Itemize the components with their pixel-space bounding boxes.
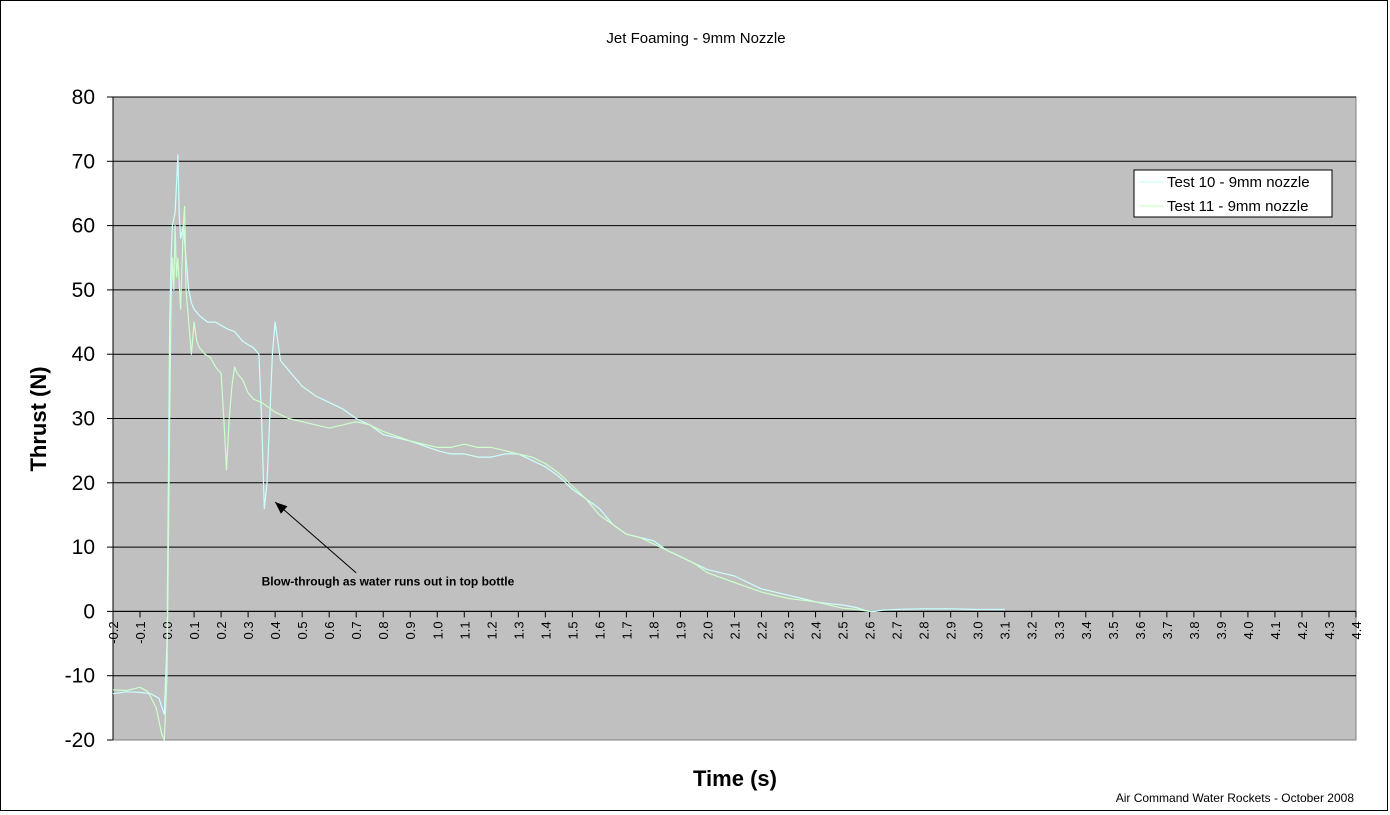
y-tick-label: 70	[72, 150, 95, 173]
legend-box	[1133, 169, 1333, 218]
x-axis-label: Time (s)	[693, 766, 777, 791]
y-tick-label: 80	[72, 86, 95, 109]
series-line-test11	[112, 205, 870, 741]
y-tick-label: -20	[65, 729, 95, 752]
y-axis: -20 -10 0 10 20 30 40 50 60 70 80	[65, 86, 114, 752]
y-tick-label: 0	[83, 600, 95, 623]
x-tick-label: 1.9	[673, 621, 688, 639]
annotation-text: Blow-through as water runs out in top bo…	[262, 575, 515, 589]
x-tick-label: 0.7	[349, 621, 364, 639]
x-tick-label: 0.4	[268, 621, 283, 639]
x-tick-label: 3.6	[1133, 621, 1148, 639]
x-axis: -0.2-0.10.00.10.20.30.40.50.60.70.80.91.…	[106, 610, 1364, 644]
y-tick-label: 50	[72, 279, 95, 302]
x-tick-label: 1.0	[430, 621, 445, 639]
x-tick-label: 1.5	[565, 621, 580, 639]
x-tick-label: 2.0	[700, 621, 715, 639]
x-tick-label: 2.7	[890, 621, 905, 639]
x-tick-label: 2.3	[782, 621, 797, 639]
x-tick-label: 1.3	[511, 621, 526, 639]
x-tick-label: 1.2	[484, 621, 499, 639]
x-tick-label: 0.2	[214, 621, 229, 639]
y-tick-label: 20	[72, 472, 95, 495]
x-tick-label: 3.8	[1187, 621, 1202, 639]
x-tick-label: 0.6	[322, 621, 337, 639]
y-tick-label: 10	[72, 536, 95, 559]
x-tick-label: 3.3	[1052, 621, 1067, 639]
x-tick-label: 2.9	[944, 621, 959, 639]
x-tick-label: 3.5	[1106, 621, 1121, 639]
x-tick-label: 2.8	[917, 621, 932, 639]
x-tick-label: 1.7	[619, 621, 634, 639]
x-tick-label: 3.4	[1079, 621, 1094, 639]
x-tick-label: 4.1	[1268, 621, 1283, 639]
y-tick-label: 30	[72, 408, 95, 431]
x-tick-label: 4.4	[1349, 621, 1364, 639]
x-tick-label: 2.4	[809, 621, 824, 639]
legend: Test 10 - 9mm nozzle Test 11 - 9mm nozzl…	[1133, 169, 1333, 218]
y-axis-label: Thrust (N)	[26, 366, 51, 471]
series-layer	[112, 154, 1005, 741]
x-tick-label: 3.1	[998, 621, 1013, 639]
x-tick-label: -0.1	[133, 621, 148, 643]
x-tick-label: 1.4	[538, 621, 553, 639]
y-tick-label: 60	[72, 215, 95, 238]
x-tick-label: 3.2	[1025, 621, 1040, 639]
x-tick-label: 1.8	[646, 621, 661, 639]
x-tick-label: 4.3	[1322, 621, 1337, 639]
legend-label-test11: Test 11 - 9mm nozzle	[1167, 198, 1308, 215]
x-tick-label: 3.0	[971, 621, 986, 639]
y-tick-label: 40	[72, 343, 95, 366]
x-tick-label: 0.9	[403, 621, 418, 639]
x-tick-label: 4.2	[1295, 621, 1310, 639]
x-tick-label: 2.5	[836, 621, 851, 639]
x-tick-label: 1.6	[592, 621, 607, 639]
annotation-arrow	[274, 501, 357, 574]
x-tick-label: 0.5	[295, 621, 310, 639]
annotation-layer: Blow-through as water runs out in top bo…	[262, 501, 515, 589]
x-tick-label: 3.9	[1214, 621, 1229, 639]
x-tick-label: 1.1	[457, 621, 472, 639]
x-tick-label: 4.0	[1241, 621, 1256, 639]
annotation-arrowhead	[275, 502, 288, 514]
legend-label-test10: Test 10 - 9mm nozzle	[1167, 174, 1310, 191]
x-tick-label: 2.1	[728, 621, 743, 639]
x-tick-label: 2.6	[863, 621, 878, 639]
chart-title: Jet Foaming - 9mm Nozzle	[606, 30, 785, 47]
x-tick-label: 2.2	[755, 621, 770, 639]
credit-text: Air Command Water Rockets - October 2008	[1116, 791, 1355, 805]
x-tick-label: 0.8	[376, 621, 391, 639]
x-tick-label: 3.7	[1160, 621, 1175, 639]
x-tick-label: 0.3	[241, 621, 256, 639]
x-tick-label: 0.1	[187, 621, 202, 639]
y-tick-label: -10	[65, 665, 95, 688]
